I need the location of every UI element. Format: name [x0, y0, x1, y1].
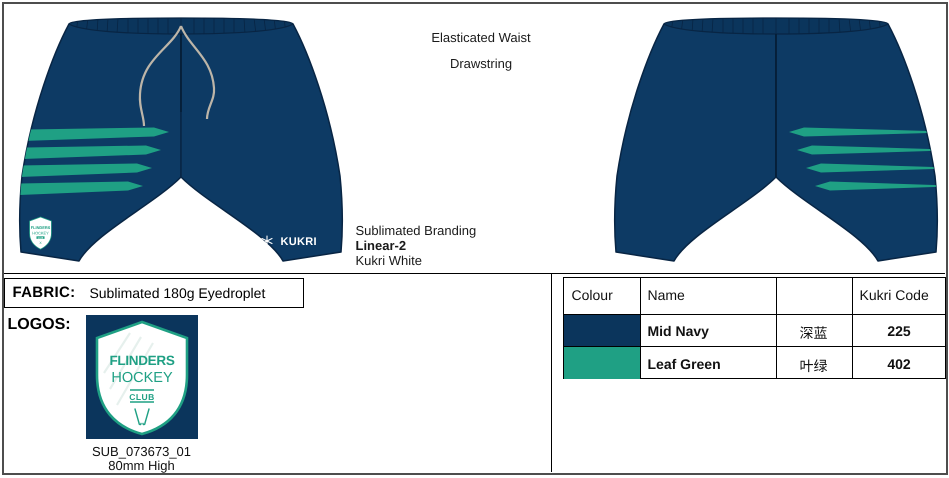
svg-text:FLINDERS: FLINDERS	[109, 353, 174, 368]
svg-text:CLUB: CLUB	[129, 392, 155, 402]
svg-text:HOCKEY: HOCKEY	[111, 370, 173, 386]
